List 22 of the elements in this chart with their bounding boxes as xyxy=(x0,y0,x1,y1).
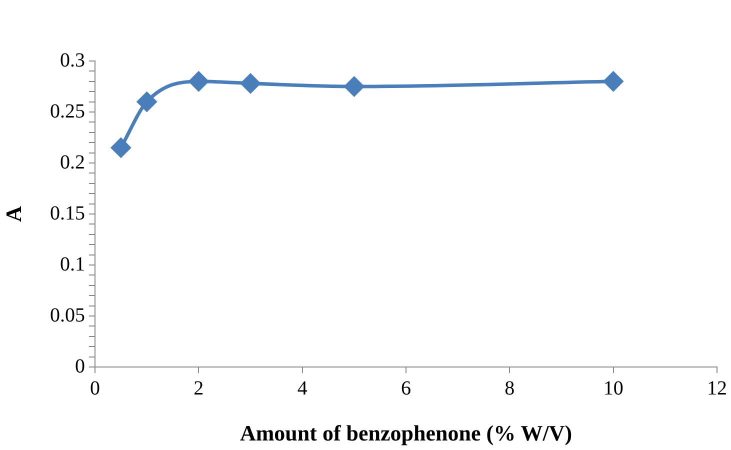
y-tick-label: 0.2 xyxy=(60,151,85,174)
x-axis-title: Amount of benzophenone (% W/V) xyxy=(240,420,572,446)
y-tick-label: 0.05 xyxy=(50,304,85,326)
point xyxy=(137,92,157,112)
x-tick-label: 4 xyxy=(297,377,308,400)
point xyxy=(240,74,260,94)
y-tick-label: 0.3 xyxy=(60,49,85,72)
x-tick-label: 10 xyxy=(603,377,624,400)
x-tick-label: 2 xyxy=(194,377,204,400)
point xyxy=(111,138,131,158)
x-tick-label: 0 xyxy=(90,377,100,400)
point xyxy=(604,72,624,92)
point xyxy=(344,76,364,96)
x-tick-label: 8 xyxy=(504,377,515,400)
y-tick-label: 0.15 xyxy=(50,202,85,224)
x-tick-label: 12 xyxy=(707,377,727,400)
y-axis-title: A xyxy=(0,206,26,222)
y-tick-label: 0 xyxy=(75,355,85,378)
x-tick-label: 6 xyxy=(401,377,411,400)
point xyxy=(188,72,208,92)
y-tick-label: 0.1 xyxy=(60,253,85,276)
y-tick-label: 0.25 xyxy=(50,100,85,122)
